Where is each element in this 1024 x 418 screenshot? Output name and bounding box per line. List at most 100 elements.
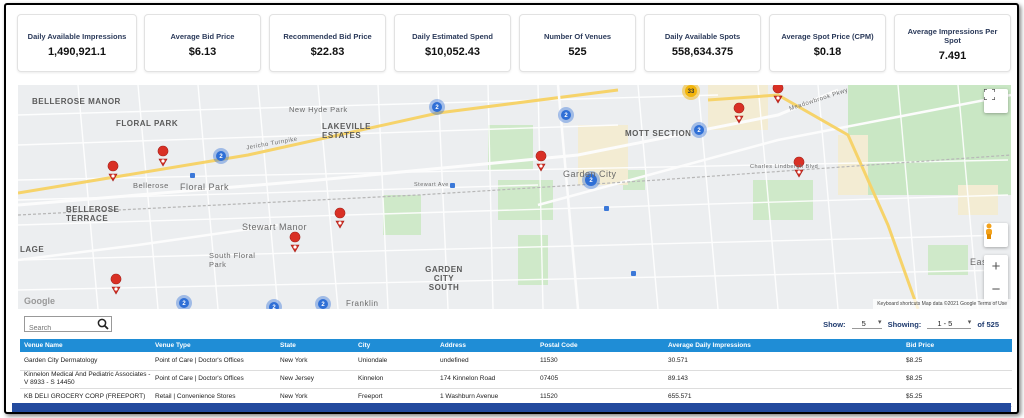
- map-label: GARDEN CITY SOUTH: [425, 265, 463, 292]
- map-label: South Floral Park: [209, 251, 256, 269]
- column-header[interactable]: Postal Code: [540, 342, 578, 349]
- stat-label: Average Impressions Per Spot: [907, 27, 998, 45]
- total-count: of 525: [977, 319, 999, 329]
- cell-venue-name: Garden City Dermatology: [20, 352, 151, 371]
- cell-city: Uniondale: [354, 352, 436, 371]
- stat-label: Recommended Bid Price: [283, 32, 372, 41]
- map-label: LAGE: [20, 245, 45, 254]
- cell-bid-price: $8.25: [902, 370, 1012, 389]
- app-window: Daily Available Impressions 1,490,921.1 …: [4, 3, 1019, 414]
- stat-card: Daily Estimated Spend $10,052.43: [394, 14, 511, 72]
- column-header[interactable]: City: [358, 342, 371, 349]
- stat-value: $0.18: [813, 46, 842, 58]
- show-label: Show:: [823, 319, 846, 329]
- venue-map[interactable]: 33 2 2 2 2 2 2 2 2: [18, 85, 1011, 309]
- cell-venue-name: Kinnelon Medical And Pediatric Associate…: [20, 370, 151, 389]
- search-icon[interactable]: [97, 318, 109, 330]
- map-label: Floral Park: [180, 182, 230, 192]
- map-label: Charles Lindbergh Blvd: [750, 164, 819, 170]
- map-label: Garden City: [563, 169, 617, 179]
- zoom-out-button[interactable]: −: [991, 281, 1001, 298]
- stat-card: Recommended Bid Price $22.83: [269, 14, 386, 72]
- column-header[interactable]: Average Daily Impressions: [668, 342, 751, 349]
- zoom-in-button[interactable]: +: [991, 258, 1001, 275]
- cluster-count: 2: [182, 301, 186, 307]
- map-label: MOTT SECTION: [625, 129, 692, 138]
- map-canvas: 33 2 2 2 2 2 2 2 2: [18, 85, 1011, 309]
- stat-value: $22.83: [310, 46, 345, 58]
- column-header[interactable]: Venue Type: [155, 342, 191, 349]
- stat-value: 558,634.375: [671, 46, 734, 58]
- map-label: LAKEVILLE ESTATES: [322, 122, 371, 140]
- cluster-count: 2: [321, 302, 325, 308]
- cell-city: Kinnelon: [354, 370, 436, 389]
- search-field: [24, 316, 112, 336]
- stat-label: Average Spot Price (CPM): [781, 32, 874, 41]
- cluster-count: 2: [272, 305, 276, 309]
- cluster-count: 33: [688, 89, 695, 95]
- map-label: Franklin: [346, 299, 379, 308]
- stat-value: 7.491: [938, 50, 967, 62]
- table-row[interactable]: KB DELI GROCERY CORP (FREEPORT) Retail |…: [20, 388, 1012, 407]
- map-label: BELLEROSE MANOR: [32, 97, 121, 106]
- stat-card: Number Of Venues 525: [519, 14, 636, 72]
- cell-postal-code: 11530: [536, 352, 664, 371]
- stat-card: Daily Available Impressions 1,490,921.1: [17, 14, 137, 72]
- stat-value: 525: [568, 46, 587, 58]
- fullscreen-button[interactable]: [984, 89, 1008, 113]
- stat-label: Daily Available Impressions: [27, 32, 127, 41]
- cell-venue-type: Point of Care | Doctor's Offices: [151, 370, 276, 389]
- stat-label: Daily Available Spots: [664, 32, 741, 41]
- pagination: Show: 5 Showing: 1 - 5 of 525: [823, 318, 999, 329]
- table-header-row: Venue Name Venue Type State City Address…: [20, 339, 1012, 352]
- stat-value: 1,490,921.1: [47, 46, 107, 58]
- footer-bar: [12, 403, 1011, 412]
- map-label: BELLEROSE TERRACE: [66, 205, 120, 223]
- cell-bid-price: $8.25: [902, 352, 1012, 371]
- stat-card: Average Impressions Per Spot 7.491: [894, 14, 1011, 72]
- cell-postal-code: 07405: [536, 370, 664, 389]
- cell-venue-type: Point of Care | Doctor's Offices: [151, 352, 276, 371]
- search-input[interactable]: [25, 321, 95, 336]
- cell-impressions: 89.143: [664, 370, 902, 389]
- page-range-select[interactable]: 1 - 5: [927, 318, 971, 329]
- column-header[interactable]: Bid Price: [906, 342, 935, 349]
- cluster-count: 2: [697, 128, 701, 134]
- map-pins: [107, 85, 805, 295]
- column-header[interactable]: Venue Name: [24, 342, 63, 349]
- map-clusters: [176, 85, 707, 309]
- zoom-control: + −: [984, 255, 1008, 301]
- map-label: Bellerose: [133, 181, 169, 190]
- google-logo: Google: [24, 296, 55, 306]
- stat-label: Average Bid Price: [170, 32, 235, 41]
- stats-bar: Daily Available Impressions 1,490,921.1 …: [17, 14, 1013, 76]
- pegman-icon: [986, 223, 992, 239]
- stat-value: $6.13: [188, 46, 217, 58]
- table-row[interactable]: Garden City Dermatology Point of Care | …: [20, 352, 1012, 371]
- venue-table: Venue Name Venue Type State City Address…: [20, 339, 1012, 407]
- showing-label: Showing:: [887, 319, 922, 329]
- cell-impressions: 30.571: [664, 352, 902, 371]
- map-attribution[interactable]: Keyboard shortcuts Map data ©2021 Google…: [873, 299, 1011, 309]
- page-size-select[interactable]: 5: [851, 318, 882, 329]
- cell-address: 174 Kinnelon Road: [436, 370, 536, 389]
- column-header[interactable]: Address: [440, 342, 467, 349]
- map-label: Stewart Ave: [414, 182, 449, 188]
- column-header[interactable]: State: [280, 342, 296, 349]
- cell-address: undefined: [436, 352, 536, 371]
- stat-card: Average Bid Price $6.13: [144, 14, 261, 72]
- stat-card: Average Spot Price (CPM) $0.18: [769, 14, 886, 72]
- stat-card: Daily Available Spots 558,634.375: [644, 14, 761, 72]
- stat-label: Number Of Venues: [543, 32, 612, 41]
- table-row[interactable]: Kinnelon Medical And Pediatric Associate…: [20, 370, 1012, 389]
- street-view-pegman[interactable]: [984, 223, 1008, 247]
- stat-label: Daily Estimated Spend: [412, 32, 493, 41]
- cluster-count: 2: [589, 178, 593, 184]
- fullscreen-icon: [984, 89, 995, 100]
- cell-state: New York: [276, 352, 354, 371]
- map-label: FLORAL PARK: [116, 119, 179, 128]
- cluster-count: 2: [219, 154, 223, 160]
- cluster-count: 2: [564, 113, 568, 119]
- map-label: New Hyde Park: [289, 105, 348, 114]
- cell-state: New Jersey: [276, 370, 354, 389]
